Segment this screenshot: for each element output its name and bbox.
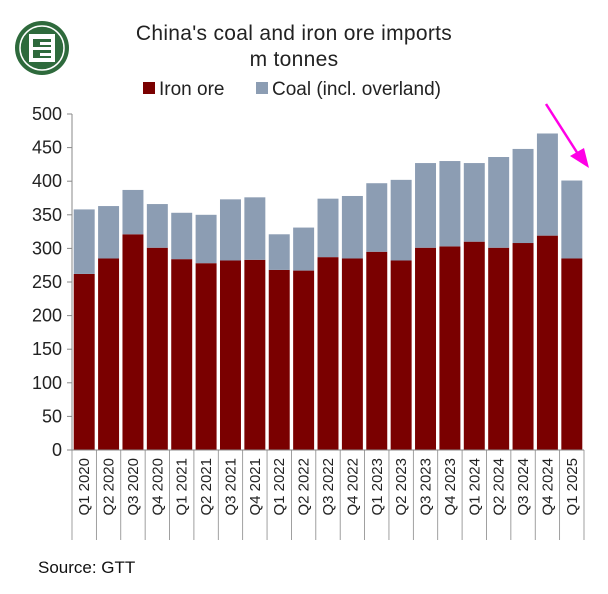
x-tick-label: Q4 2024 bbox=[539, 458, 556, 516]
y-tick-label: 450 bbox=[32, 138, 62, 158]
bar-iron-ore bbox=[219, 260, 241, 450]
x-tick-label: Q3 2023 bbox=[418, 458, 435, 516]
bar-coal bbox=[73, 209, 95, 274]
bar-iron-ore bbox=[488, 247, 510, 450]
bar-iron-ore bbox=[293, 270, 315, 450]
y-tick-label: 50 bbox=[42, 406, 62, 426]
y-tick-label: 0 bbox=[52, 440, 62, 460]
y-tick-label: 300 bbox=[32, 238, 62, 258]
bar-coal bbox=[341, 195, 363, 259]
x-tick-label: Q4 2023 bbox=[442, 458, 459, 516]
bar-iron-ore bbox=[317, 257, 339, 450]
x-tick-label: Q1 2021 bbox=[174, 458, 191, 516]
chart-title: China's coal and iron ore imports bbox=[136, 22, 452, 45]
x-tick-label: Q4 2020 bbox=[149, 458, 166, 516]
bar-iron-ore bbox=[463, 241, 485, 450]
bar-coal bbox=[122, 189, 144, 235]
bar-iron-ore bbox=[244, 259, 266, 450]
x-tick-label: Q4 2022 bbox=[344, 458, 361, 516]
x-tick-label: Q1 2023 bbox=[369, 458, 386, 516]
bar-coal bbox=[439, 161, 461, 247]
bar-coal bbox=[268, 234, 290, 270]
brand-logo-icon bbox=[15, 21, 69, 75]
bar-coal bbox=[219, 199, 241, 261]
bar-series bbox=[73, 133, 583, 450]
y-tick-label: 150 bbox=[32, 339, 62, 359]
bar-iron-ore bbox=[512, 243, 534, 450]
bar-coal bbox=[317, 198, 339, 258]
bar-coal bbox=[561, 180, 583, 259]
bar-coal bbox=[98, 206, 120, 259]
bar-iron-ore bbox=[341, 258, 363, 450]
bar-coal bbox=[463, 163, 485, 242]
bar-iron-ore bbox=[439, 246, 461, 450]
bar-coal bbox=[146, 204, 168, 248]
x-tick-label: Q2 2023 bbox=[393, 458, 410, 516]
legend-swatch-iron-ore bbox=[143, 82, 155, 94]
x-tick-label: Q3 2024 bbox=[515, 458, 532, 516]
y-tick-label: 200 bbox=[32, 306, 62, 326]
x-tick-label: Q3 2020 bbox=[125, 458, 142, 516]
x-tick-label: Q2 2020 bbox=[101, 458, 118, 516]
bar-coal bbox=[171, 212, 193, 260]
x-tick-label: Q2 2021 bbox=[198, 458, 215, 516]
bar-coal bbox=[415, 163, 437, 248]
bar-iron-ore bbox=[561, 258, 583, 450]
bar-coal bbox=[536, 133, 558, 236]
y-tick-label: 350 bbox=[32, 205, 62, 225]
bar-iron-ore bbox=[390, 260, 412, 450]
legend: Iron ore Coal (incl. overland) bbox=[143, 79, 441, 100]
y-axis: 0 50 100 150 200 250 300 350 400 450 500 bbox=[32, 104, 73, 460]
x-tick-label: Q1 2025 bbox=[564, 458, 581, 516]
chart-subtitle: m tonnes bbox=[250, 48, 339, 71]
legend-label-iron-ore: Iron ore bbox=[159, 79, 224, 100]
bar-coal bbox=[488, 157, 510, 248]
bar-iron-ore bbox=[536, 235, 558, 450]
x-tick-label: Q3 2021 bbox=[222, 458, 239, 516]
x-tick-label: Q4 2021 bbox=[247, 458, 264, 516]
bar-coal bbox=[244, 197, 266, 260]
y-tick-label: 250 bbox=[32, 272, 62, 292]
y-tick-label: 100 bbox=[32, 373, 62, 393]
legend-swatch-coal bbox=[256, 82, 268, 94]
y-tick-label: 500 bbox=[32, 104, 62, 124]
bar-iron-ore bbox=[415, 247, 437, 450]
bar-iron-ore bbox=[366, 251, 388, 450]
bar-iron-ore bbox=[98, 258, 120, 450]
bar-coal bbox=[195, 214, 217, 264]
bar-iron-ore bbox=[171, 259, 193, 450]
bar-iron-ore bbox=[195, 263, 217, 450]
bar-coal bbox=[512, 148, 534, 244]
bar-coal bbox=[293, 227, 315, 271]
x-tick-label: Q2 2024 bbox=[491, 458, 508, 516]
x-axis: Q1 2020 Q2 2020 Q3 2020 Q4 2020 Q1 2021 Q2 20… bbox=[71, 449, 585, 540]
bar-coal bbox=[390, 179, 412, 261]
bar-coal bbox=[366, 183, 388, 252]
bar-iron-ore bbox=[122, 234, 144, 450]
x-tick-label: Q3 2022 bbox=[320, 458, 337, 516]
x-tick-label: Q2 2022 bbox=[296, 458, 313, 516]
y-tick-label: 400 bbox=[32, 171, 62, 191]
source-note: Source: GTT bbox=[38, 558, 135, 577]
down-arrow-icon bbox=[544, 103, 589, 168]
bar-iron-ore bbox=[268, 269, 290, 450]
legend-label-coal: Coal (incl. overland) bbox=[272, 79, 441, 100]
bar-iron-ore bbox=[146, 247, 168, 450]
bar-iron-ore bbox=[73, 273, 95, 450]
x-tick-label: Q1 2020 bbox=[76, 458, 93, 516]
x-tick-label: Q1 2024 bbox=[466, 458, 483, 516]
x-tick-label: Q1 2022 bbox=[271, 458, 288, 516]
